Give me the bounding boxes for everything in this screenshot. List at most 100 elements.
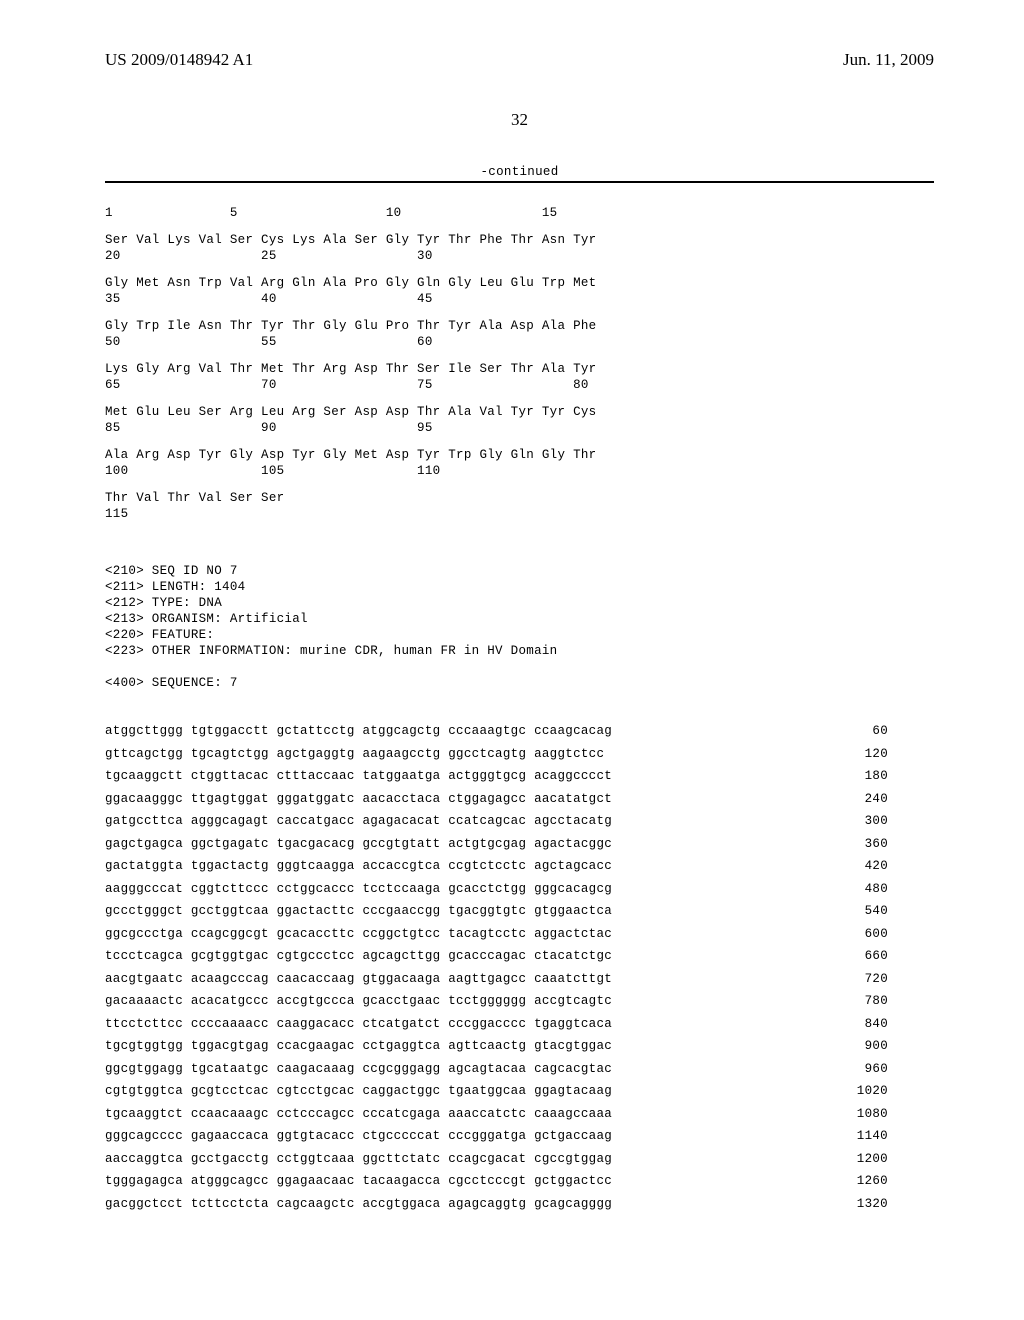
meta-line: <212> TYPE: DNA [105, 595, 934, 611]
protein-block: Ala Arg Asp Tyr Gly Asp Tyr Gly Met Asp … [105, 447, 934, 487]
dna-row: gccctgggct gcctggtcaa ggactacttc cccgaac… [105, 903, 934, 919]
protein-sequence-line: Ala Arg Asp Tyr Gly Asp Tyr Gly Met Asp … [105, 447, 934, 463]
dna-position: 1200 [838, 1151, 934, 1167]
dna-position: 900 [838, 1038, 934, 1054]
protein-position-line: 115 [105, 506, 934, 522]
dna-position: 840 [838, 1016, 934, 1032]
dna-row: tgcaaggtct ccaacaaagc cctcccagcc cccatcg… [105, 1106, 934, 1122]
dna-row: cgtgtggtca gcgtcctcac cgtcctgcac caggact… [105, 1083, 934, 1099]
dna-sequence: ggcgtggagg tgcataatgc caagacaaag ccgcggg… [105, 1061, 612, 1077]
dna-position: 420 [838, 858, 934, 874]
protein-block: Ser Val Lys Val Ser Cys Lys Ala Ser Gly … [105, 232, 934, 272]
dna-position: 120 [838, 746, 934, 762]
page-header: US 2009/0148942 A1 Jun. 11, 2009 [105, 50, 934, 70]
dna-row: gacaaaactc acacatgccc accgtgccca gcacctg… [105, 993, 934, 1009]
dna-position: 1260 [838, 1173, 934, 1189]
dna-position: 720 [838, 971, 934, 987]
dna-position: 1320 [838, 1196, 934, 1212]
dna-sequence: tgcgtggtgg tggacgtgag ccacgaagac cctgagg… [105, 1038, 612, 1054]
patent-page: US 2009/0148942 A1 Jun. 11, 2009 32 -con… [0, 0, 1024, 1320]
dna-row: aagggcccat cggtcttccc cctggcaccc tcctcca… [105, 881, 934, 897]
dna-row: gggcagcccc gagaaccaca ggtgtacacc ctgcccc… [105, 1128, 934, 1144]
dna-sequence: gggcagcccc gagaaccaca ggtgtacacc ctgcccc… [105, 1128, 612, 1144]
dna-sequence: gacaaaactc acacatgccc accgtgccca gcacctg… [105, 993, 612, 1009]
dna-position: 540 [838, 903, 934, 919]
dna-sequence: ttcctcttcc ccccaaaacc caaggacacc ctcatga… [105, 1016, 612, 1032]
dna-sequence: tgcaaggtct ccaacaaagc cctcccagcc cccatcg… [105, 1106, 612, 1122]
protein-position-line: 50 55 60 [105, 334, 934, 350]
meta-line: <400> SEQUENCE: 7 [105, 675, 934, 691]
dna-position: 1080 [838, 1106, 934, 1122]
dna-row: tccctcagca gcgtggtgac cgtgccctcc agcagct… [105, 948, 934, 964]
dna-row: atggcttggg tgtggacctt gctattcctg atggcag… [105, 723, 934, 739]
protein-sequence-area: 1 5 10 15 Ser Val Lys Val Ser Cys Lys Ala… [105, 205, 934, 530]
protein-sequence-line: Gly Met Asn Trp Val Arg Gln Ala Pro Gly … [105, 275, 934, 291]
page-number: 32 [105, 110, 934, 130]
protein-position-line: 65 70 75 80 [105, 377, 934, 393]
dna-row: gagctgagca ggctgagatc tgacgacacg gccgtgt… [105, 836, 934, 852]
dna-position: 780 [838, 993, 934, 1009]
meta-line: <213> ORGANISM: Artificial [105, 611, 934, 627]
dna-sequence: tccctcagca gcgtggtgac cgtgccctcc agcagct… [105, 948, 612, 964]
dna-position: 480 [838, 881, 934, 897]
dna-sequence: gttcagctgg tgcagtctgg agctgaggtg aagaagc… [105, 746, 604, 762]
dna-row: gacggctcct tcttcctcta cagcaagctc accgtgg… [105, 1196, 934, 1212]
dna-position: 360 [838, 836, 934, 852]
dna-row: aacgtgaatc acaagcccag caacaccaag gtggaca… [105, 971, 934, 987]
protein-position-line: 1 5 10 15 [105, 205, 934, 221]
meta-line: <223> OTHER INFORMATION: murine CDR, hum… [105, 643, 934, 659]
protein-sequence-line: Gly Trp Ile Asn Thr Tyr Thr Gly Glu Pro … [105, 318, 934, 334]
dna-sequence: gagctgagca ggctgagatc tgacgacacg gccgtgt… [105, 836, 612, 852]
dna-sequence: atggcttggg tgtggacctt gctattcctg atggcag… [105, 723, 612, 739]
dna-sequence: aagggcccat cggtcttccc cctggcaccc tcctcca… [105, 881, 612, 897]
meta-line: <220> FEATURE: [105, 627, 934, 643]
sequence-listing: 1 5 10 15 Ser Val Lys Val Ser Cys Lys Ala… [105, 181, 934, 1250]
dna-row: ggcgccctga ccagcggcgt gcacaccttc ccggctg… [105, 926, 934, 942]
protein-block: 1 5 10 15 [105, 205, 934, 229]
sequence-metadata: <210> SEQ ID NO 7<211> LENGTH: 1404<212>… [105, 563, 934, 691]
protein-block: Met Glu Leu Ser Arg Leu Arg Ser Asp Asp … [105, 404, 934, 444]
protein-position-line: 35 40 45 [105, 291, 934, 307]
dna-row: aaccaggtca gcctgacctg cctggtcaaa ggcttct… [105, 1151, 934, 1167]
dna-row: ggacaagggc ttgagtggat gggatggatc aacacct… [105, 791, 934, 807]
dna-position: 300 [838, 813, 934, 829]
protein-sequence-line: Met Glu Leu Ser Arg Leu Arg Ser Asp Asp … [105, 404, 934, 420]
dna-sequence: gacggctcct tcttcctcta cagcaagctc accgtgg… [105, 1196, 612, 1212]
protein-block: Thr Val Thr Val Ser Ser115 [105, 490, 934, 530]
publication-number: US 2009/0148942 A1 [105, 50, 253, 70]
dna-row: ttcctcttcc ccccaaaacc caaggacacc ctcatga… [105, 1016, 934, 1032]
protein-position-line: 100 105 110 [105, 463, 934, 479]
publication-date: Jun. 11, 2009 [843, 50, 934, 70]
protein-block: Gly Met Asn Trp Val Arg Gln Ala Pro Gly … [105, 275, 934, 315]
dna-sequence: gactatggta tggactactg gggtcaagga accaccg… [105, 858, 612, 874]
continued-label: -continued [105, 165, 934, 179]
dna-position: 1020 [838, 1083, 934, 1099]
dna-row: gttcagctgg tgcagtctgg agctgaggtg aagaagc… [105, 746, 934, 762]
dna-position: 960 [838, 1061, 934, 1077]
dna-sequence: ggacaagggc ttgagtggat gggatggatc aacacct… [105, 791, 612, 807]
meta-line: <211> LENGTH: 1404 [105, 579, 934, 595]
protein-sequence-line: Ser Val Lys Val Ser Cys Lys Ala Ser Gly … [105, 232, 934, 248]
dna-row: tgcaaggctt ctggttacac ctttaccaac tatggaa… [105, 768, 934, 784]
dna-row: tgcgtggtgg tggacgtgag ccacgaagac cctgagg… [105, 1038, 934, 1054]
dna-row: gatgccttca agggcagagt caccatgacc agagaca… [105, 813, 934, 829]
dna-row: tgggagagca atgggcagcc ggagaacaac tacaaga… [105, 1173, 934, 1189]
dna-sequence: aacgtgaatc acaagcccag caacaccaag gtggaca… [105, 971, 612, 987]
dna-position: 660 [838, 948, 934, 964]
dna-position: 60 [838, 723, 934, 739]
protein-block: Gly Trp Ile Asn Thr Tyr Thr Gly Glu Pro … [105, 318, 934, 358]
dna-sequence: aaccaggtca gcctgacctg cctggtcaaa ggcttct… [105, 1151, 612, 1167]
meta-line: <210> SEQ ID NO 7 [105, 563, 934, 579]
meta-line [105, 659, 934, 675]
dna-row: gactatggta tggactactg gggtcaagga accaccg… [105, 858, 934, 874]
dna-row: ggcgtggagg tgcataatgc caagacaaag ccgcggg… [105, 1061, 934, 1077]
dna-position: 240 [838, 791, 934, 807]
dna-sequence: tgggagagca atgggcagcc ggagaacaac tacaaga… [105, 1173, 612, 1189]
protein-position-line: 20 25 30 [105, 248, 934, 264]
dna-position: 180 [838, 768, 934, 784]
dna-position: 600 [838, 926, 934, 942]
dna-position: 1140 [838, 1128, 934, 1144]
dna-sequence: gatgccttca agggcagagt caccatgacc agagaca… [105, 813, 612, 829]
protein-sequence-line: Thr Val Thr Val Ser Ser [105, 490, 934, 506]
protein-position-line: 85 90 95 [105, 420, 934, 436]
